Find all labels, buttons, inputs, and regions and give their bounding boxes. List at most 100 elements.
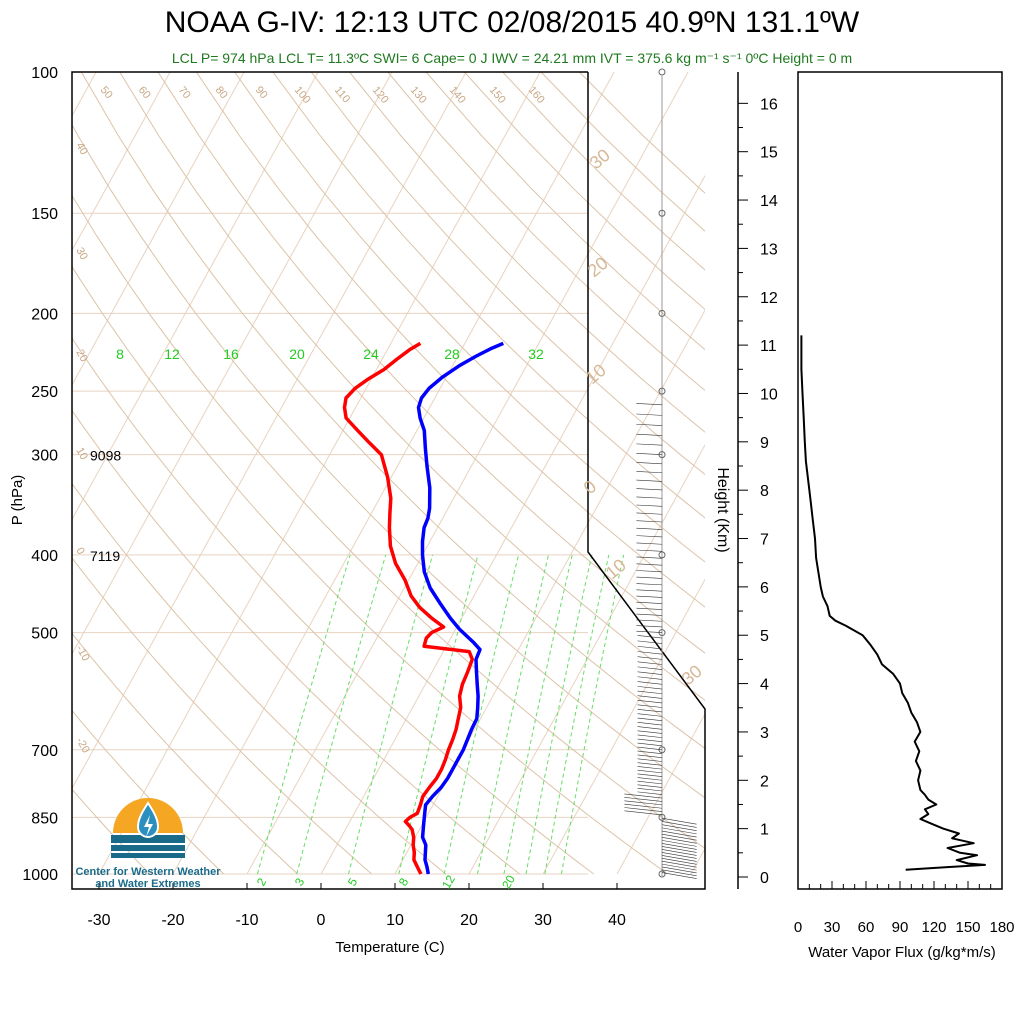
wind-barb bbox=[636, 607, 663, 610]
dry-adiabat-line bbox=[80, 72, 705, 750]
wvf-x-axis-label: Water Vapor Flux (g/kg*m/s) bbox=[808, 944, 996, 961]
frame-diagonal bbox=[587, 551, 706, 710]
dry-adiabat-line bbox=[72, 409, 521, 875]
wind-barb bbox=[661, 849, 697, 856]
wvf-x-tick-label: 120 bbox=[921, 919, 946, 936]
dry-adiabat-line bbox=[72, 632, 299, 875]
wind-barb bbox=[637, 656, 663, 660]
wind-barb bbox=[637, 695, 663, 699]
logo-caption: Center for Western Weather and Water Ext… bbox=[62, 866, 234, 890]
wind-barb bbox=[636, 535, 663, 538]
wind-barb bbox=[636, 619, 663, 622]
height-tick-label: 7 bbox=[760, 532, 769, 549]
height-tick-label: 9 bbox=[760, 435, 769, 452]
wvf-x-tick-label: 90 bbox=[892, 919, 909, 936]
height-axis-label: Height (Km) bbox=[714, 467, 731, 552]
wind-barb bbox=[661, 830, 697, 838]
right-isotherm-label: 10 bbox=[602, 555, 630, 583]
wind-barb bbox=[636, 613, 663, 616]
dashed-mixing-label: 12 bbox=[439, 872, 458, 891]
wind-barb bbox=[661, 821, 697, 828]
dry-adiabat-line bbox=[272, 72, 705, 519]
x-tick-label: -10 bbox=[235, 912, 258, 929]
wvf-x-tick-label: 180 bbox=[989, 919, 1014, 936]
height-tick-label: 4 bbox=[760, 677, 769, 694]
wind-barb bbox=[637, 734, 663, 738]
wind-barb bbox=[624, 803, 663, 809]
wind-barb bbox=[637, 726, 663, 730]
wind-barb bbox=[624, 797, 663, 802]
mixing-ratio-label: 32 bbox=[528, 346, 544, 362]
wind-barb bbox=[636, 549, 663, 552]
pressure-tick-label: 850 bbox=[31, 810, 58, 827]
isotherm-line bbox=[246, 72, 689, 875]
wind-barb bbox=[661, 863, 697, 871]
wind-calm-marker bbox=[658, 387, 666, 395]
wind-barb bbox=[637, 722, 663, 726]
wind-barb bbox=[637, 769, 663, 774]
pressure-tick-label: 700 bbox=[31, 743, 58, 760]
height-tick-label: 10 bbox=[760, 386, 778, 403]
wind-barb bbox=[637, 676, 663, 680]
cw3e-logo-icon bbox=[111, 798, 185, 858]
y-axis-label: P (hPa) bbox=[9, 475, 26, 526]
x-tick-label: 40 bbox=[608, 912, 626, 929]
isotherm-line bbox=[72, 72, 393, 656]
wind-barb bbox=[636, 488, 663, 491]
mixing-ratio-label: 20 bbox=[289, 346, 305, 362]
wind-barb bbox=[636, 589, 663, 592]
wind-barb bbox=[636, 625, 663, 628]
height-tick-label: 3 bbox=[760, 725, 769, 742]
wind-barb bbox=[661, 855, 697, 862]
pressure-tick-label: 500 bbox=[31, 626, 58, 643]
wind-barb bbox=[637, 635, 663, 639]
wind-barb bbox=[636, 462, 663, 465]
wind-calm-marker bbox=[658, 813, 666, 821]
dry-adiabat-line bbox=[195, 72, 705, 608]
wind-barb bbox=[637, 708, 663, 713]
wind-barb bbox=[636, 630, 663, 633]
wind-barb bbox=[636, 601, 663, 604]
isotherm-line bbox=[468, 443, 705, 875]
mixing-ratio-line bbox=[398, 554, 479, 875]
isotherm-line bbox=[172, 72, 615, 875]
wind-barb bbox=[637, 645, 663, 650]
x-tick-label: 20 bbox=[460, 912, 478, 929]
pressure-tick-label: 400 bbox=[31, 548, 58, 565]
wind-barb bbox=[661, 824, 697, 831]
dry-adiabat-line bbox=[157, 72, 705, 654]
wind-barb bbox=[636, 512, 663, 515]
chart-subtitle: LCL P= 974 hPa LCL T= 11.3ºC SWI= 6 Cape… bbox=[171, 50, 853, 66]
dashed-mixing-label: 2 bbox=[254, 875, 270, 888]
x-tick-label: 10 bbox=[386, 912, 404, 929]
wind-barb bbox=[636, 595, 663, 598]
isotherm-line bbox=[542, 578, 705, 875]
wind-calm-marker bbox=[658, 309, 666, 317]
wind-calm-marker bbox=[658, 68, 666, 76]
wvf-frame bbox=[797, 71, 1003, 890]
height-tick-label: 0 bbox=[760, 870, 769, 887]
temperature-profile-line bbox=[342, 341, 475, 875]
wind-barb bbox=[661, 840, 697, 847]
height-tick-label: 8 bbox=[760, 483, 769, 500]
right-isotherm-label: 10 bbox=[582, 360, 610, 388]
dry-adiabat-line bbox=[72, 265, 668, 875]
dry-adiabat-line bbox=[578, 72, 705, 194]
wvf-x-tick-label: 60 bbox=[858, 919, 875, 936]
dry-adiabat-label: 160 bbox=[526, 84, 547, 106]
wind-barb bbox=[661, 858, 697, 865]
dashed-mixing-label: 20 bbox=[499, 872, 518, 891]
pressure-tick-label: 250 bbox=[31, 384, 58, 401]
dry-adiabat-line bbox=[72, 337, 594, 875]
isotherm-line bbox=[765, 72, 1024, 874]
wvf-profile-line bbox=[800, 335, 986, 871]
wind-barb bbox=[637, 713, 663, 717]
wind-barb bbox=[636, 563, 663, 566]
wind-barb bbox=[636, 433, 663, 436]
isotherm-label: 0 bbox=[73, 546, 86, 557]
wind-barb bbox=[637, 651, 663, 655]
dry-adiabat-line bbox=[72, 482, 447, 875]
pressure-tick-label: 1000 bbox=[22, 867, 58, 884]
